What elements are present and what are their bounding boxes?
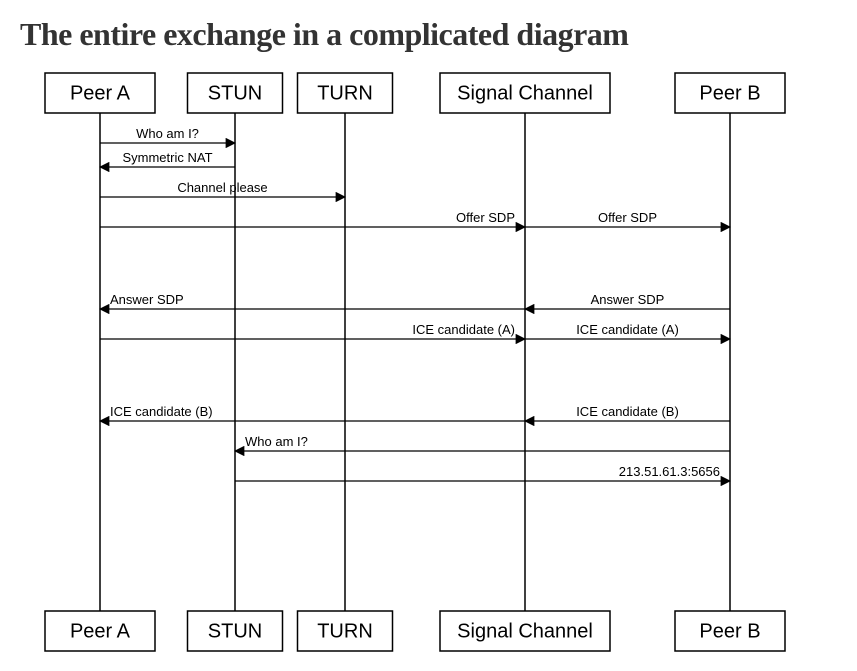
message-label: Symmetric NAT	[122, 150, 212, 165]
participant-label-stun: STUN	[208, 620, 262, 642]
message-label: ICE candidate (A)	[576, 322, 679, 337]
message-label: ICE candidate (A)	[412, 322, 515, 337]
page-title: The entire exchange in a complicated dia…	[20, 16, 837, 53]
message-label: 213.51.61.3:5656	[619, 464, 720, 479]
participant-label-turn: TURN	[317, 620, 373, 642]
participant-label-peerA: Peer A	[70, 620, 131, 642]
participant-label-peerB: Peer B	[699, 620, 760, 642]
participant-label-peerA: Peer A	[70, 82, 131, 104]
message-label: Offer SDP	[456, 210, 515, 225]
sequence-diagram: Peer A STUN TURN Signal Channel Peer B Peer A…	[20, 71, 840, 655]
message-label: Channel please	[177, 180, 267, 195]
message-label: Who am I?	[245, 434, 308, 449]
message-label: Answer SDP	[110, 292, 184, 307]
message-label: ICE candidate (B)	[576, 404, 679, 419]
participant-label-signal: Signal Channel	[457, 82, 593, 104]
message-label: Offer SDP	[598, 210, 657, 225]
message-label: ICE candidate (B)	[110, 404, 213, 419]
message-label: Answer SDP	[591, 292, 665, 307]
sequence-svg: Peer A STUN TURN Signal Channel Peer B Peer A…	[20, 71, 840, 655]
message-label: Who am I?	[136, 126, 199, 141]
participant-label-turn: TURN	[317, 82, 373, 104]
participant-label-stun: STUN	[208, 82, 262, 104]
participant-label-peerB: Peer B	[699, 82, 760, 104]
participant-label-signal: Signal Channel	[457, 620, 593, 642]
